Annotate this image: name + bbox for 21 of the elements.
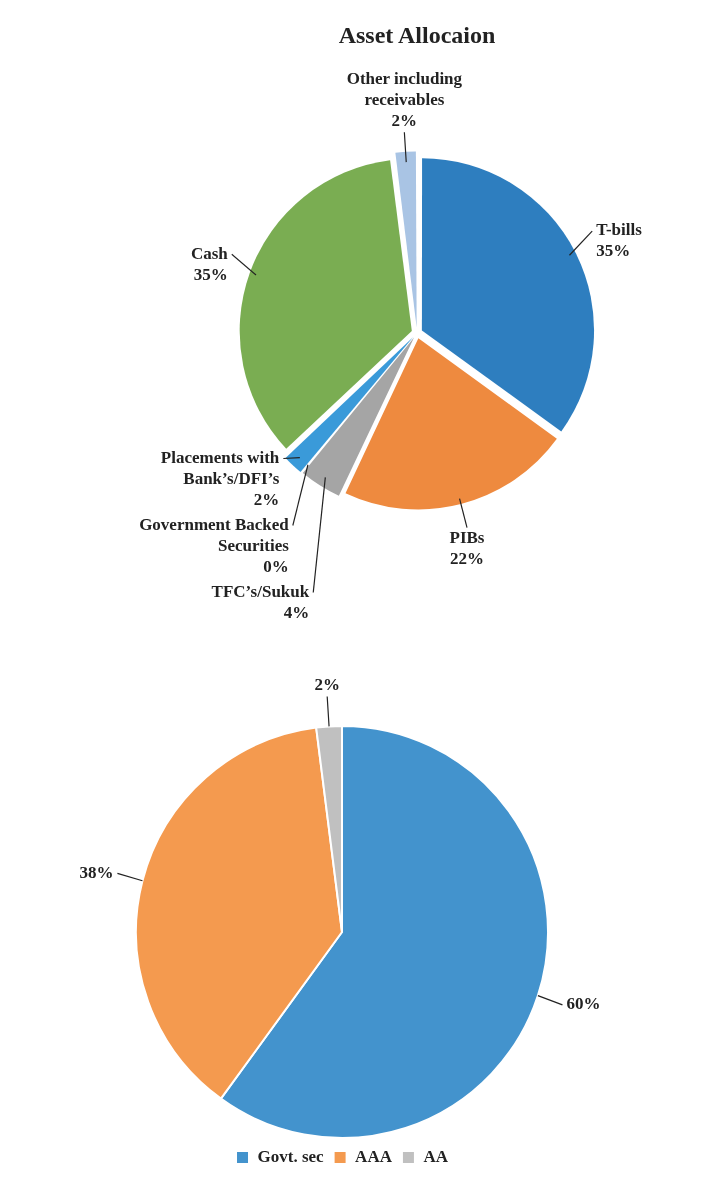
- slice-label: PIBs: [449, 527, 485, 547]
- slice-label: Placements with Bank’s/DFI’s: [160, 447, 280, 488]
- slice-label: TFC’s/Sukuk: [211, 581, 310, 601]
- data-label: 2%: [253, 489, 280, 509]
- slice-label: Cash: [190, 243, 229, 263]
- data-label: 60%: [566, 994, 601, 1014]
- data-label: 35%: [193, 264, 228, 284]
- legend-label: AA: [423, 1146, 449, 1166]
- slice-label: T-bills: [596, 220, 643, 240]
- chart-title: Asset Allocaion: [338, 21, 496, 48]
- data-label: 4%: [283, 602, 310, 622]
- legend-label: Govt. sec: [257, 1146, 325, 1166]
- text: 0%: [263, 556, 289, 576]
- category-label: Government Backed Securities: [139, 514, 289, 555]
- data-label: 2%: [314, 675, 340, 695]
- data-label: 2%: [391, 111, 418, 131]
- slice-label: Other including receivables: [346, 69, 463, 110]
- data-label: 35%: [596, 241, 631, 261]
- data-label: 22%: [450, 548, 485, 568]
- legend-label: AAA: [355, 1146, 393, 1166]
- data-label: 38%: [79, 862, 114, 882]
